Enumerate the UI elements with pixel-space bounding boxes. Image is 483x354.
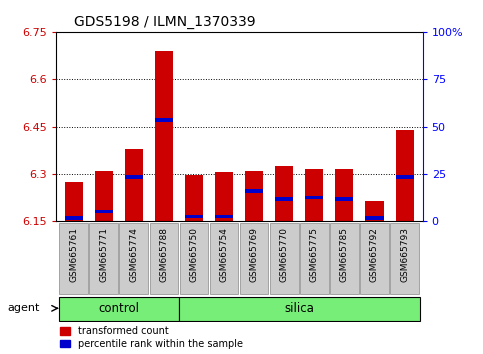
Text: GSM665750: GSM665750 <box>189 227 199 282</box>
Text: GSM665774: GSM665774 <box>129 227 138 282</box>
Text: silica: silica <box>284 302 314 315</box>
Text: GSM665771: GSM665771 <box>99 227 108 282</box>
FancyBboxPatch shape <box>58 297 179 321</box>
Bar <box>95 171 113 221</box>
Text: GSM665770: GSM665770 <box>280 227 289 282</box>
FancyBboxPatch shape <box>360 223 389 294</box>
Text: agent: agent <box>7 303 40 313</box>
FancyBboxPatch shape <box>390 223 419 294</box>
Text: GDS5198 / ILMN_1370339: GDS5198 / ILMN_1370339 <box>74 16 256 29</box>
Legend: transformed count, percentile rank within the sample: transformed count, percentile rank withi… <box>60 326 243 349</box>
Text: GSM665754: GSM665754 <box>220 227 228 282</box>
FancyBboxPatch shape <box>180 223 208 294</box>
FancyBboxPatch shape <box>270 223 298 294</box>
Bar <box>366 216 384 220</box>
Bar <box>335 169 354 221</box>
Text: GSM665792: GSM665792 <box>370 227 379 282</box>
Text: control: control <box>98 302 139 315</box>
Bar <box>396 130 413 221</box>
Text: GSM665775: GSM665775 <box>310 227 319 282</box>
Text: GSM665761: GSM665761 <box>69 227 78 282</box>
Bar <box>215 215 233 218</box>
Bar <box>245 171 263 221</box>
Bar <box>245 189 263 193</box>
Bar <box>305 196 323 199</box>
Bar <box>275 197 293 201</box>
Text: GSM665769: GSM665769 <box>250 227 258 282</box>
Bar <box>155 118 173 122</box>
Bar <box>95 210 113 213</box>
Bar <box>155 51 173 221</box>
Text: GSM665793: GSM665793 <box>400 227 409 282</box>
Bar <box>185 176 203 221</box>
FancyBboxPatch shape <box>150 223 178 294</box>
Bar <box>305 169 323 221</box>
Bar <box>65 216 83 220</box>
FancyBboxPatch shape <box>330 223 359 294</box>
FancyBboxPatch shape <box>179 297 420 321</box>
Bar <box>275 166 293 221</box>
Bar <box>215 172 233 221</box>
FancyBboxPatch shape <box>210 223 238 294</box>
Text: GSM665788: GSM665788 <box>159 227 169 282</box>
FancyBboxPatch shape <box>89 223 118 294</box>
FancyBboxPatch shape <box>300 223 328 294</box>
Bar <box>366 201 384 221</box>
FancyBboxPatch shape <box>240 223 269 294</box>
Bar <box>396 175 413 179</box>
Bar <box>125 175 143 179</box>
Bar <box>125 149 143 221</box>
Text: GSM665785: GSM665785 <box>340 227 349 282</box>
Bar <box>335 197 354 201</box>
Bar <box>185 215 203 218</box>
FancyBboxPatch shape <box>119 223 148 294</box>
Bar <box>65 182 83 221</box>
FancyBboxPatch shape <box>59 223 88 294</box>
